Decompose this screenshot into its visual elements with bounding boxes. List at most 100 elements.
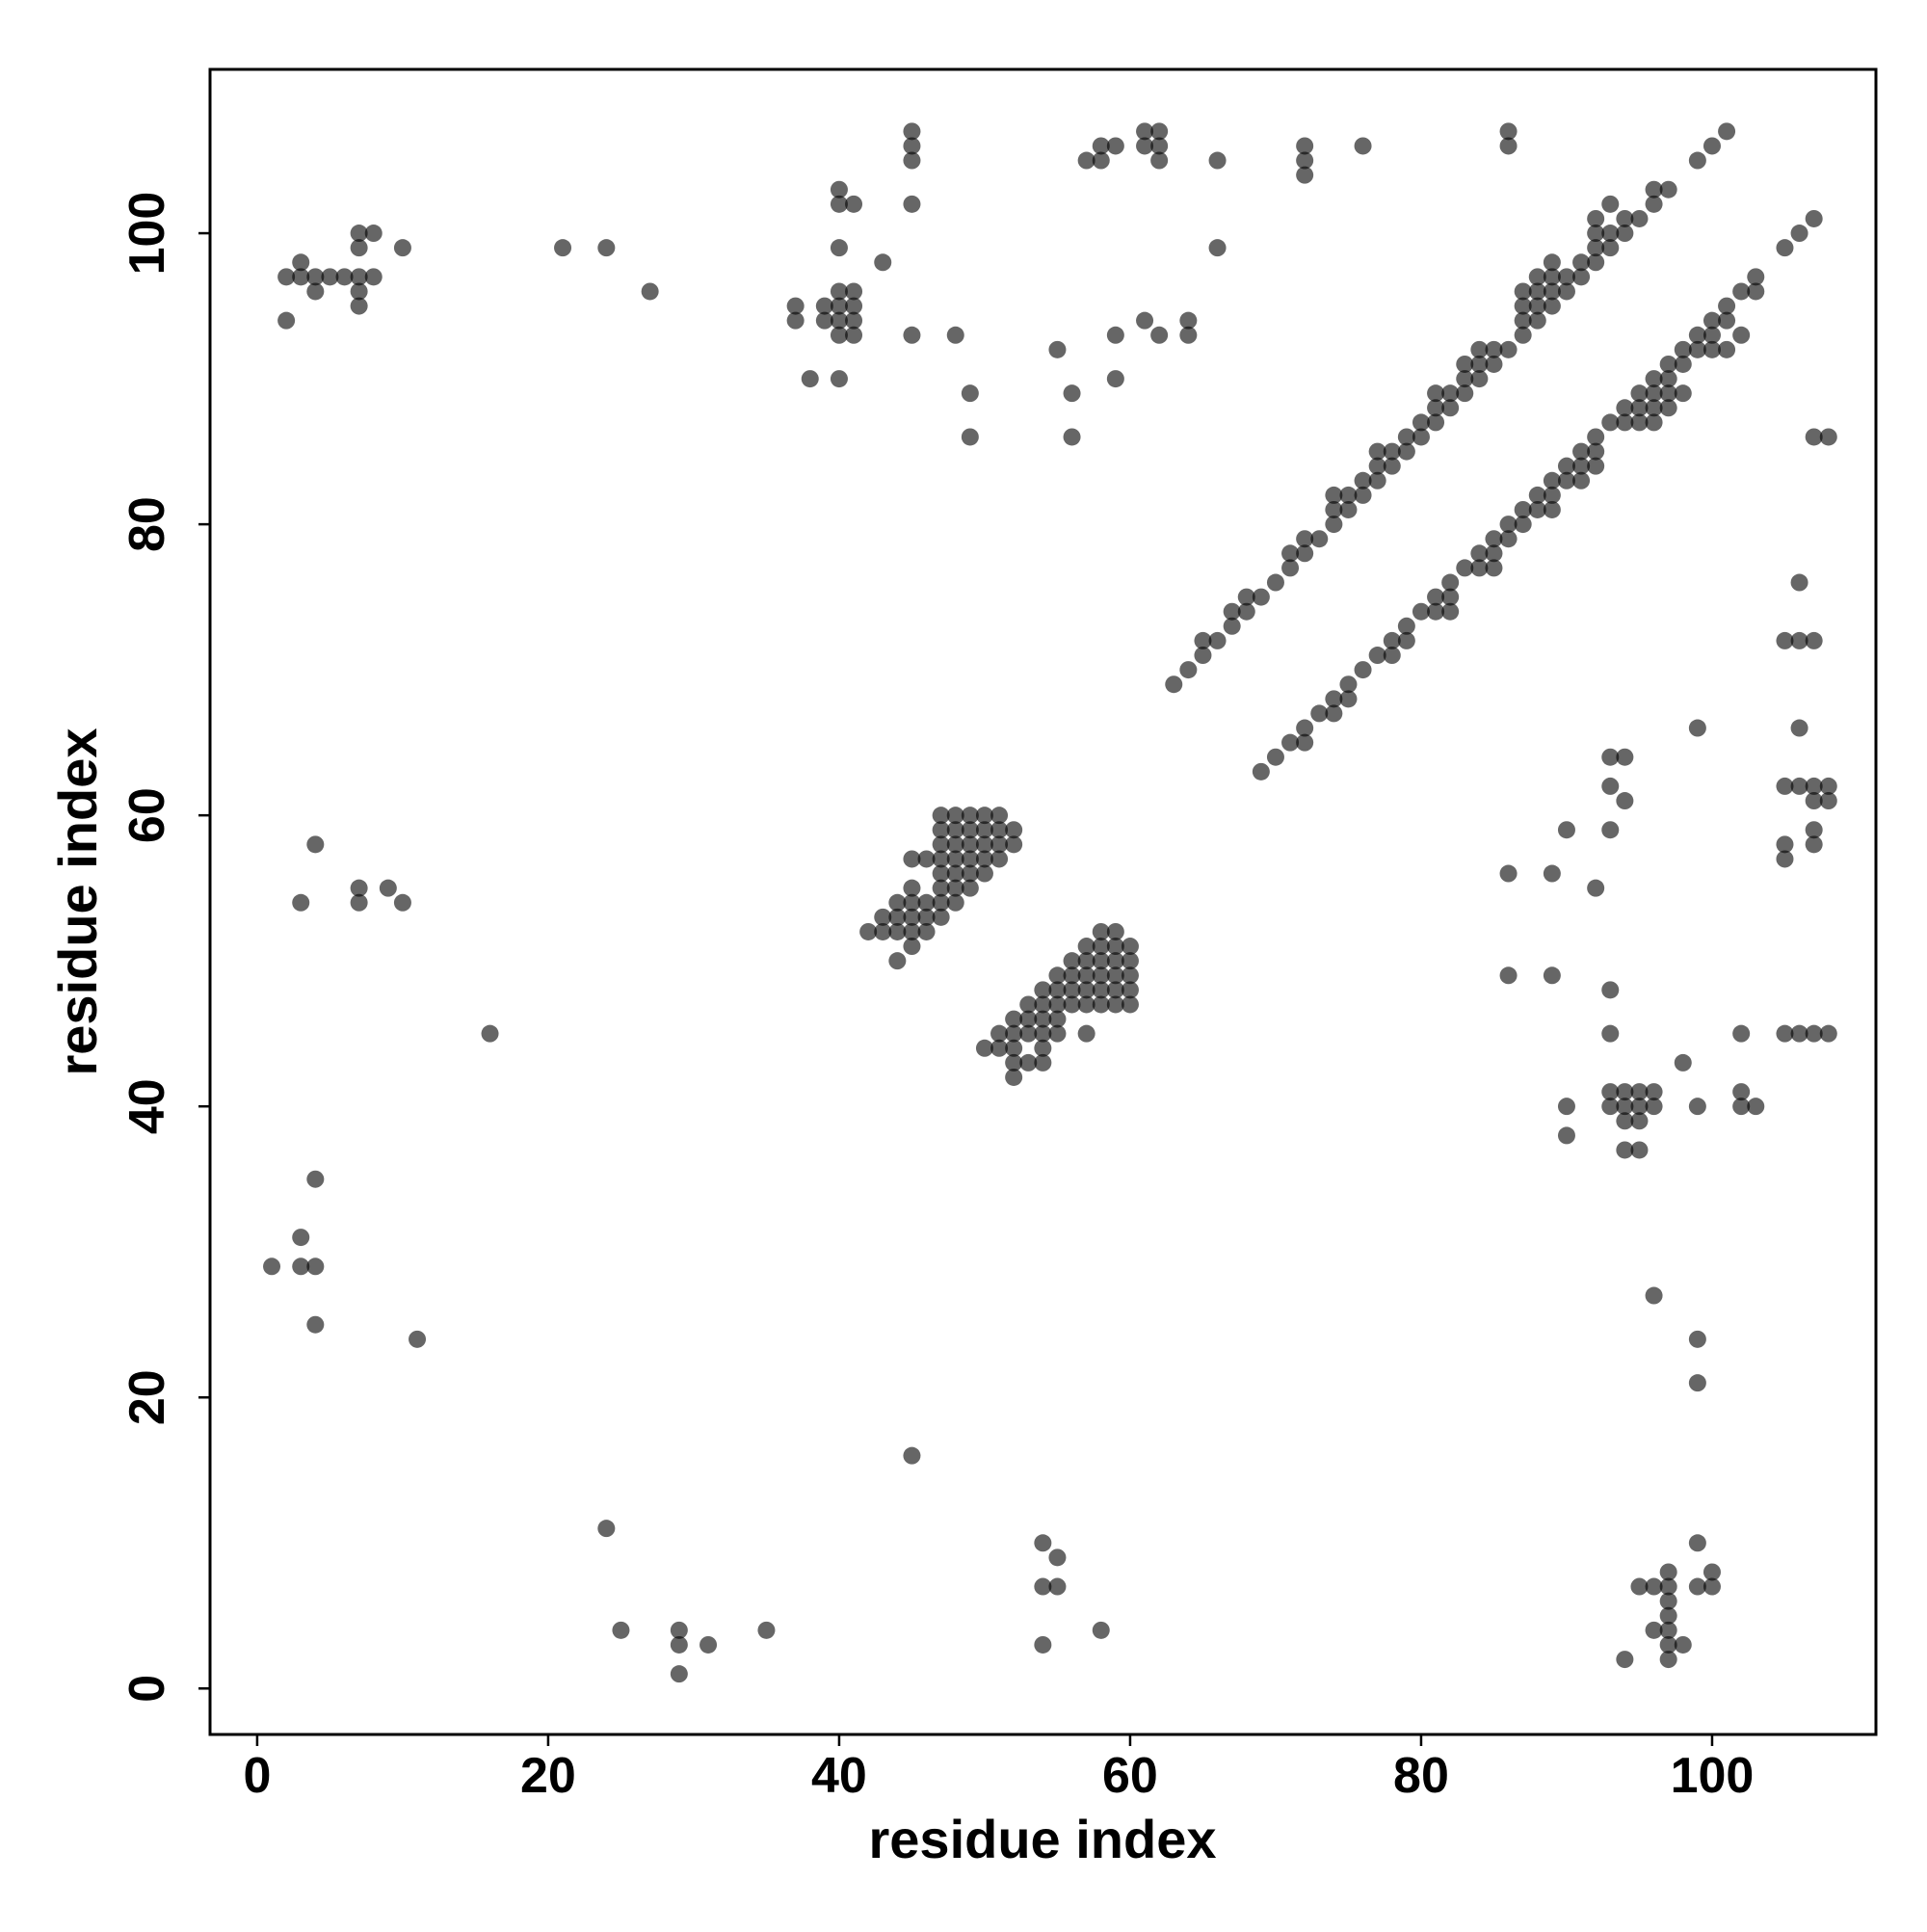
point [1106, 966, 1124, 985]
point [903, 879, 921, 897]
point [481, 1024, 499, 1043]
point [1063, 981, 1081, 999]
point [786, 311, 805, 330]
point [1616, 792, 1634, 810]
x-tick-label: 40 [811, 1748, 867, 1804]
point [1659, 1592, 1677, 1610]
point [1296, 166, 1314, 184]
x-axis-title: residue index [868, 1809, 1216, 1869]
point [1688, 340, 1706, 358]
point [1528, 311, 1546, 330]
point [1077, 966, 1095, 985]
point [1266, 573, 1284, 592]
point [1543, 268, 1561, 286]
point [1106, 938, 1124, 956]
point [1805, 835, 1823, 854]
point [1819, 792, 1837, 810]
point [1543, 966, 1561, 985]
point [1630, 1112, 1649, 1130]
point [1106, 922, 1124, 940]
y-axis-title: residue index [47, 728, 108, 1075]
point [306, 1170, 325, 1188]
point [1106, 137, 1124, 155]
point [306, 282, 325, 301]
point [946, 879, 964, 897]
point [932, 864, 950, 883]
point [903, 195, 921, 213]
point [975, 850, 993, 868]
point [932, 807, 950, 825]
point [961, 850, 979, 868]
point [1674, 1053, 1692, 1072]
point [1572, 442, 1591, 461]
point [1034, 981, 1052, 999]
point [306, 835, 325, 854]
plot-frame [208, 67, 1878, 1736]
point [1601, 777, 1620, 795]
point [1383, 442, 1401, 461]
point [1121, 952, 1139, 970]
point [830, 311, 848, 330]
point [859, 922, 878, 940]
point [1441, 399, 1460, 417]
point [1325, 704, 1343, 723]
point [1587, 239, 1605, 257]
point [393, 239, 411, 257]
point [1441, 573, 1460, 592]
point [874, 908, 892, 926]
point [1645, 384, 1663, 403]
point [1470, 355, 1489, 373]
point [364, 268, 383, 286]
y-tick-label: 20 [119, 1369, 175, 1425]
point [830, 282, 848, 301]
point [1310, 530, 1329, 548]
point [1718, 297, 1736, 315]
point [1136, 137, 1154, 155]
point [641, 282, 659, 301]
point [1485, 544, 1503, 563]
point [1790, 225, 1808, 243]
point [1441, 384, 1460, 403]
point [961, 879, 979, 897]
point [554, 239, 572, 257]
point [1106, 370, 1124, 388]
point [1339, 690, 1358, 708]
point [1630, 209, 1649, 227]
y-tick-label: 100 [119, 192, 175, 276]
point [1005, 1024, 1023, 1043]
point [1805, 209, 1823, 227]
point [1688, 719, 1706, 737]
point [1645, 1083, 1663, 1101]
point [1630, 1098, 1649, 1116]
point [990, 850, 1009, 868]
point [1776, 850, 1794, 868]
point [1325, 500, 1343, 518]
point [1383, 457, 1401, 475]
point [1077, 995, 1095, 1014]
point [1063, 966, 1081, 985]
point [1543, 486, 1561, 504]
point [1281, 733, 1300, 752]
point [1630, 1577, 1649, 1596]
point [1528, 486, 1546, 504]
point [1412, 602, 1430, 621]
point [1121, 938, 1139, 956]
point [1296, 733, 1314, 752]
point [1077, 952, 1095, 970]
x-tick-label: 100 [1671, 1748, 1755, 1804]
point [946, 326, 964, 344]
point [1674, 1635, 1692, 1654]
point [1703, 1563, 1721, 1581]
point [845, 297, 863, 315]
point [393, 893, 411, 912]
point [1776, 835, 1794, 854]
point [1048, 995, 1067, 1014]
point [1645, 1286, 1663, 1305]
point [1747, 1098, 1765, 1116]
point [1630, 1141, 1649, 1159]
point [1659, 1651, 1677, 1669]
point [1296, 544, 1314, 563]
point [1645, 180, 1663, 198]
point [903, 1446, 921, 1465]
